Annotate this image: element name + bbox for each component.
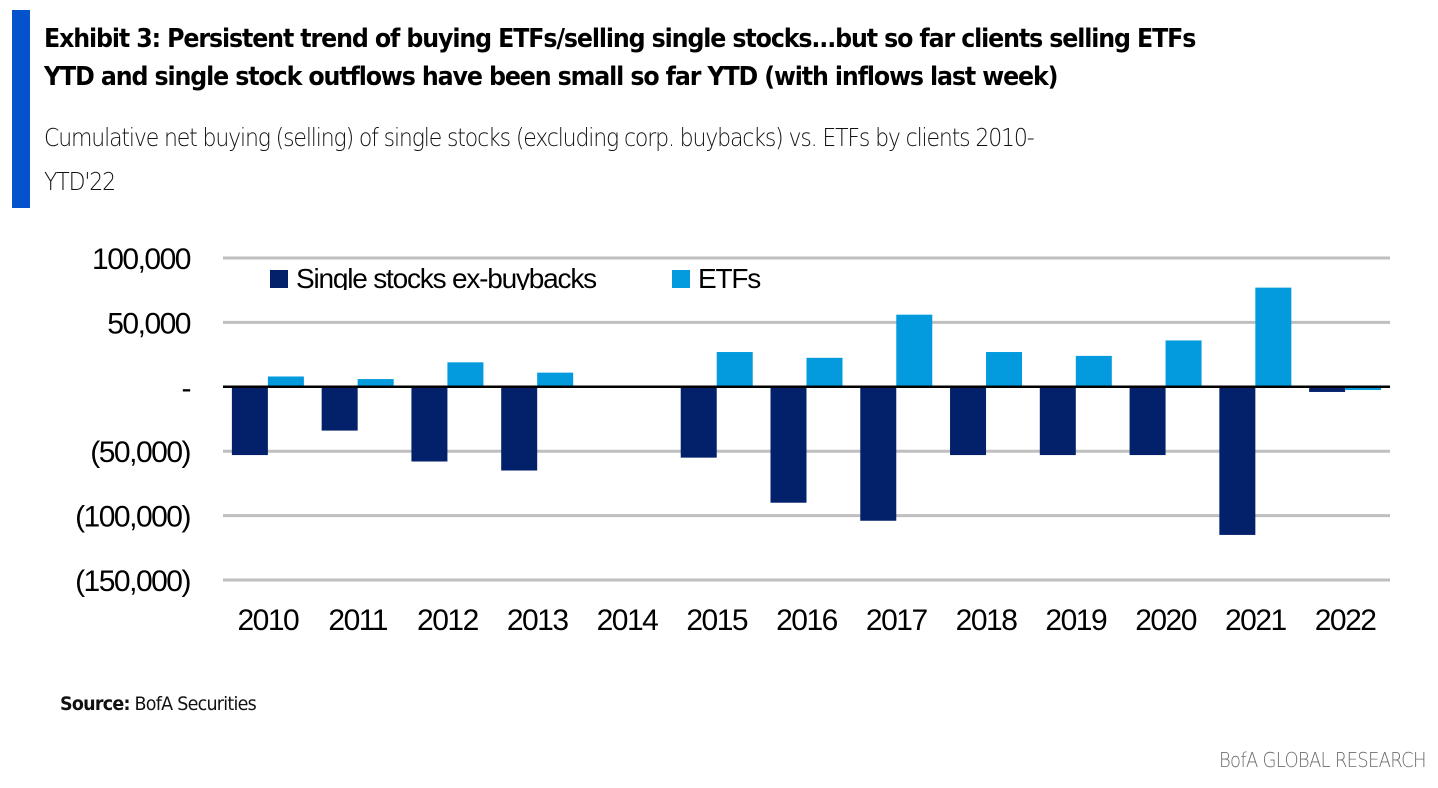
legend-label-single-stocks: Single stocks ex-buybacks — [296, 263, 596, 294]
bar-etfs-2017 — [896, 314, 933, 387]
x-tick-label: 2015 — [686, 604, 748, 637]
bar-etfs-2013 — [537, 372, 574, 387]
brand-footer: BofA GLOBAL RESEARCH — [1219, 748, 1427, 772]
bar-single-stocks-2012 — [411, 386, 448, 462]
subtitle-line-2: YTD'22 — [44, 167, 116, 196]
bar-single-stocks-2013 — [501, 386, 538, 471]
y-tick-label: (50,000) — [90, 436, 190, 469]
y-tick-label: (100,000) — [75, 501, 190, 534]
subtitle-line-1: Cumulative net buying (selling) of singl… — [44, 123, 1035, 152]
x-tick-label: 2014 — [597, 604, 659, 637]
x-tick-label: 2021 — [1225, 604, 1287, 637]
accent-bar — [12, 10, 30, 208]
legend-swatch-etfs — [672, 270, 690, 288]
bar-single-stocks-2020 — [1129, 386, 1166, 456]
legend-label-etfs: ETFs — [698, 263, 760, 294]
bar-etfs-2016 — [806, 357, 843, 387]
x-tick-label: 2022 — [1315, 604, 1377, 637]
bar-etfs-2018 — [986, 352, 1023, 387]
source-value: BofA Securities — [129, 693, 257, 715]
bar-single-stocks-2011 — [321, 386, 358, 431]
y-axis: 100,000 50,000 - (50,000) (100,000) (150,000) — [75, 243, 192, 598]
legend: Single stocks ex-buybacks ETFs — [270, 263, 761, 294]
bar-etfs-2011 — [357, 379, 394, 387]
x-tick-label: 2013 — [507, 604, 569, 637]
bar-single-stocks-2019 — [1039, 386, 1076, 456]
exhibit-title: Exhibit 3: Persistent trend of buying ET… — [44, 20, 1327, 96]
x-tick-label: 2020 — [1135, 604, 1197, 637]
bar-chart: 100,000 50,000 - (50,000) (100,000) (150,000)… — [75, 243, 1390, 637]
bar-single-stocks-2018 — [950, 386, 987, 456]
x-tick-label: 2019 — [1045, 604, 1107, 637]
x-tick-label: 2017 — [866, 604, 928, 637]
bar-single-stocks-2010 — [231, 386, 268, 456]
x-tick-label: 2016 — [776, 604, 838, 637]
bar-etfs-2022 — [1345, 386, 1382, 391]
bar-etfs-2015 — [716, 352, 753, 387]
x-tick-label: 2010 — [238, 604, 300, 637]
bar-single-stocks-2022 — [1309, 386, 1346, 392]
bar-single-stocks-2015 — [680, 386, 717, 458]
x-tick-label: 2011 — [328, 604, 387, 637]
bar-etfs-2012 — [447, 362, 484, 387]
exhibit-subtitle: Cumulative net buying (selling) of singl… — [44, 116, 1276, 204]
bar-etfs-2021 — [1255, 287, 1292, 387]
bars — [231, 287, 1382, 535]
bar-etfs-2020 — [1165, 340, 1202, 387]
x-axis: 2010 2011 2012 2013 2014 2015 2016 2017 2018 2019… — [238, 604, 1378, 637]
x-tick-label: 2018 — [956, 604, 1018, 637]
title-line-1: Exhibit 3: Persistent trend of buying ET… — [44, 24, 1196, 54]
y-tick-label: - — [182, 372, 191, 405]
legend-swatch-single-stocks — [270, 270, 288, 288]
x-tick-label: 2012 — [417, 604, 479, 637]
bar-single-stocks-2021 — [1219, 386, 1256, 535]
y-tick-label: 50,000 — [107, 307, 191, 340]
source-note: Source: BofA Securities — [60, 693, 257, 715]
y-tick-label: 100,000 — [92, 243, 191, 276]
bar-etfs-2019 — [1075, 355, 1112, 387]
source-label: Source: — [60, 693, 130, 715]
bar-etfs-2010 — [267, 376, 304, 387]
y-tick-label: (150,000) — [75, 565, 190, 598]
bar-single-stocks-2017 — [860, 386, 897, 521]
title-line-2: YTD and single stock outflows have been … — [44, 62, 1059, 92]
bar-single-stocks-2016 — [770, 386, 807, 503]
